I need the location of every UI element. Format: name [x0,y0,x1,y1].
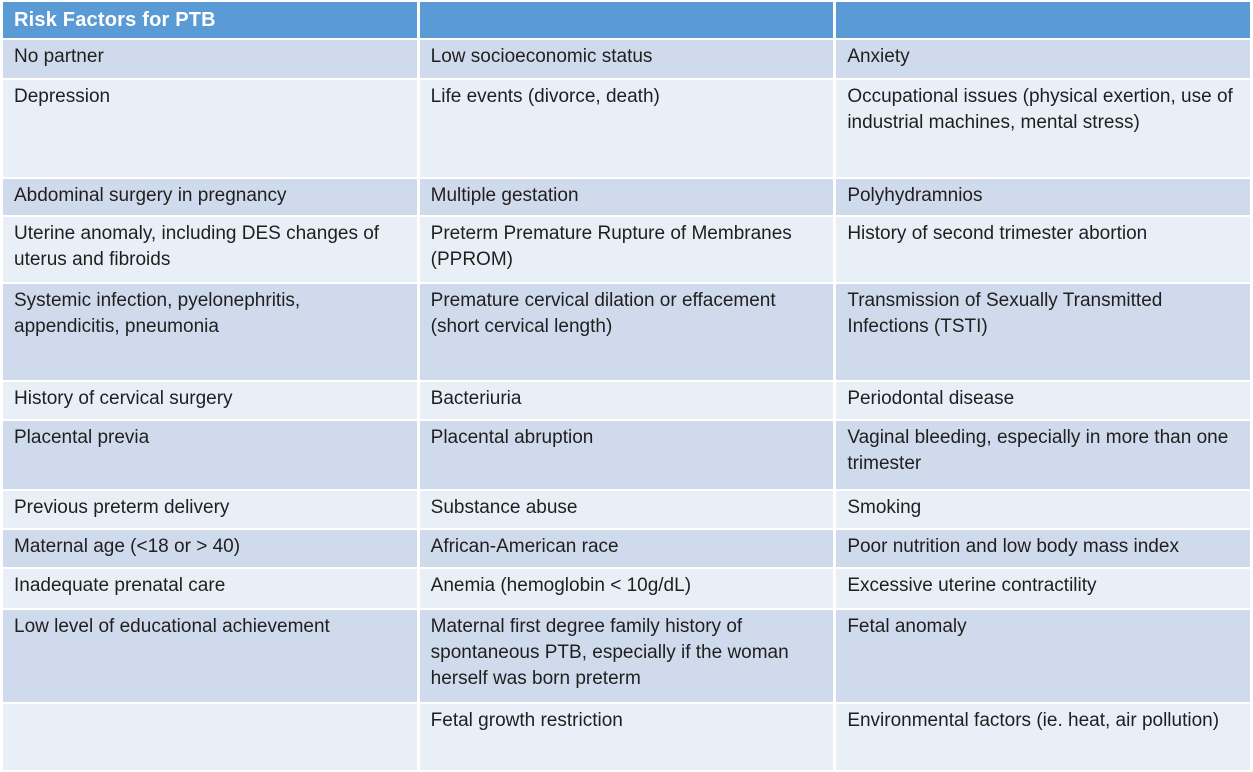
header-cell-empty [836,2,1250,38]
table-row: Maternal age (<18 or > 40) African-Ameri… [3,529,1250,568]
table-row: Previous preterm delivery Substance abus… [3,490,1250,528]
table-row: Inadequate prenatal care Anemia (hemoglo… [3,569,1250,609]
table-cell: Placental abruption [419,421,834,489]
table-cell: Systemic infection, pyelonephritis, appe… [3,284,417,381]
table-cell: Preterm Premature Rupture of Membranes (… [419,216,834,283]
header-cell-empty [419,2,834,38]
table-cell: Environmental factors (ie. heat, air pol… [836,704,1250,770]
table-cell: Uterine anomaly, including DES changes o… [3,216,417,283]
table-cell: Inadequate prenatal care [3,569,417,609]
table-cell: Periodontal disease [836,382,1250,420]
table-row: Abdominal surgery in pregnancy Multiple … [3,179,1250,215]
table-cell: Abdominal surgery in pregnancy [3,179,417,215]
table-cell: History of second trimester abortion [836,216,1250,283]
table-cell: Life events (divorce, death) [419,79,834,178]
table-row: History of cervical surgery Bacteriuria … [3,382,1250,420]
table-row: Placental previa Placental abruption Vag… [3,421,1250,489]
table-row: Low level of educational achievement Mat… [3,610,1250,703]
table-row: No partner Low socioeconomic status Anxi… [3,40,1250,78]
header-row: Risk Factors for PTB [3,2,1250,38]
table-cell: African-American race [419,529,834,568]
table-cell: Maternal first degree family history of … [419,610,834,703]
table-cell: Occupational issues (physical exertion, … [836,79,1250,178]
table-cell: History of cervical surgery [3,382,417,420]
table-cell: Placental previa [3,421,417,489]
table-cell: Premature cervical dilation or effacemen… [419,284,834,381]
header-cell-title: Risk Factors for PTB [3,2,417,38]
table-cell: Previous preterm delivery [3,490,417,528]
table-cell: Transmission of Sexually Transmitted Inf… [836,284,1250,381]
table-cell: Polyhydramnios [836,179,1250,215]
table-row: Uterine anomaly, including DES changes o… [3,216,1250,283]
table-cell: Poor nutrition and low body mass index [836,529,1250,568]
table-cell: Maternal age (<18 or > 40) [3,529,417,568]
table-header: Risk Factors for PTB [3,2,1250,38]
table-cell: Depression [3,79,417,178]
table-cell: Low socioeconomic status [419,40,834,78]
table-cell: No partner [3,40,417,78]
table-row: Systemic infection, pyelonephritis, appe… [3,284,1250,381]
table-cell: Vaginal bleeding, especially in more tha… [836,421,1250,489]
table-cell: Bacteriuria [419,382,834,420]
table-row: Fetal growth restriction Environmental f… [3,704,1250,770]
table-body: No partner Low socioeconomic status Anxi… [3,40,1250,770]
table-cell: Substance abuse [419,490,834,528]
table-cell [3,704,417,770]
table-cell: Anxiety [836,40,1250,78]
table-cell: Excessive uterine contractility [836,569,1250,609]
table-cell: Multiple gestation [419,179,834,215]
table-cell: Fetal growth restriction [419,704,834,770]
table-cell: Smoking [836,490,1250,528]
table-row: Depression Life events (divorce, death) … [3,79,1250,178]
table-cell: Anemia (hemoglobin < 10g/dL) [419,569,834,609]
table-cell: Low level of educational achievement [3,610,417,703]
table-cell: Fetal anomaly [836,610,1250,703]
